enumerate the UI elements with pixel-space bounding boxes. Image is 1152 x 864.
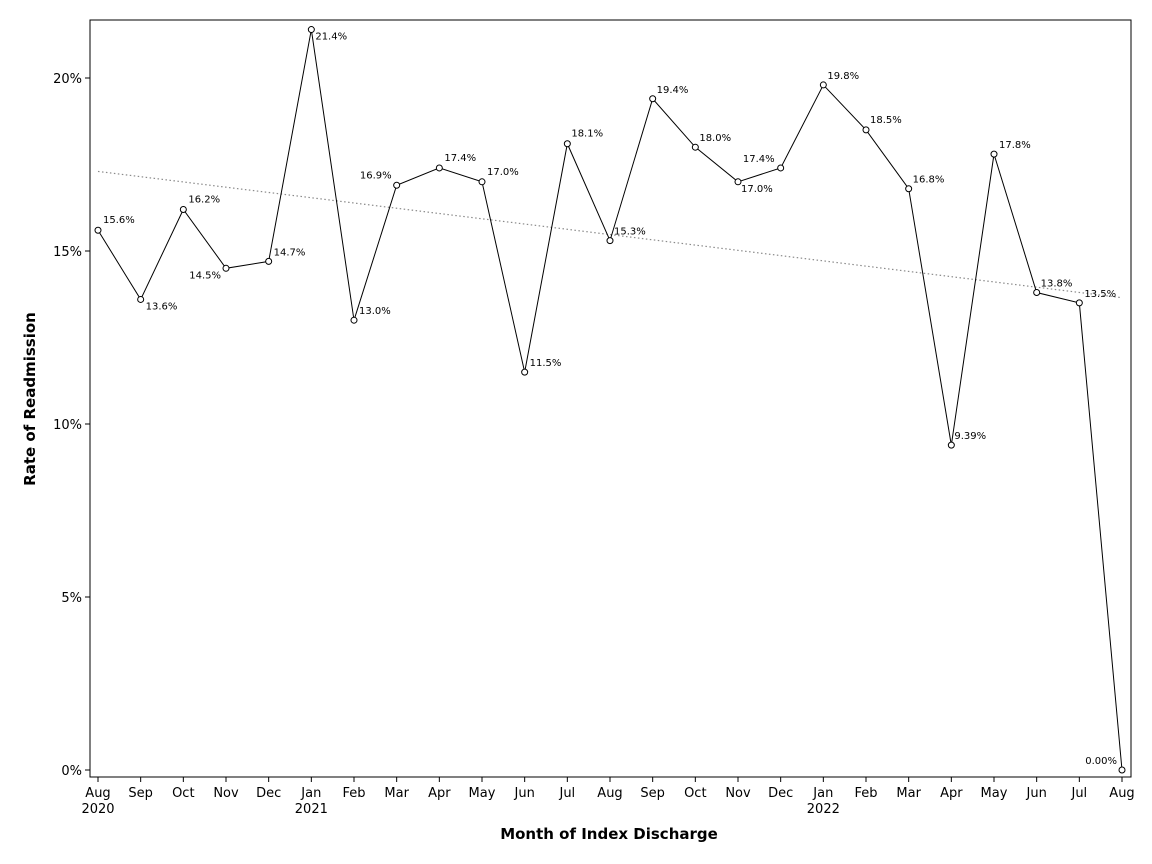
data-point xyxy=(435,164,443,172)
data-label: 19.8% xyxy=(827,71,859,82)
data-point xyxy=(94,226,102,234)
data-point xyxy=(947,441,955,449)
x-year-label: 2021 xyxy=(295,802,328,817)
data-point xyxy=(1033,289,1041,297)
x-tick-label: May xyxy=(981,786,1008,801)
data-point xyxy=(521,368,529,376)
x-tick-label: Nov xyxy=(213,786,239,801)
trend-line-group xyxy=(97,170,1123,299)
series-line xyxy=(97,29,1123,771)
y-axis: 0% 5% 10% 15% 20% xyxy=(53,72,90,779)
data-point xyxy=(478,178,486,186)
data-label: 18.5% xyxy=(870,115,902,126)
data-label: 16.9% xyxy=(360,170,392,181)
x-tick-label: Dec xyxy=(768,786,793,801)
data-label: 17.4% xyxy=(444,153,476,164)
x-tick-label: Apr xyxy=(428,786,451,801)
x-tick-label: Mar xyxy=(896,786,921,801)
data-point xyxy=(265,257,273,265)
x-tick-label: Jan xyxy=(812,786,833,801)
x-tick-label: Jul xyxy=(558,786,575,801)
x-tick-label: Jun xyxy=(1026,786,1047,801)
y-tick-label: 0% xyxy=(61,764,82,779)
data-label: 13.5% xyxy=(1084,289,1116,300)
data-label: 14.7% xyxy=(274,247,306,258)
data-point xyxy=(563,140,571,148)
data-point xyxy=(222,264,230,272)
y-tick-label: 15% xyxy=(53,245,82,260)
x-tick-label: Jun xyxy=(514,786,535,801)
data-point xyxy=(179,205,187,213)
data-point xyxy=(905,185,913,193)
x-tick-label: May xyxy=(469,786,496,801)
x-year-label: 2020 xyxy=(81,802,114,817)
x-tick-label: Feb xyxy=(854,786,877,801)
data-point xyxy=(691,143,699,151)
data-label: 13.0% xyxy=(359,306,391,317)
data-label: 16.2% xyxy=(188,194,220,205)
data-point xyxy=(734,178,742,186)
x-tick-label: Jan xyxy=(300,786,321,801)
x-tick-label: Nov xyxy=(725,786,751,801)
data-label: 17.8% xyxy=(999,140,1031,151)
x-tick-label: Apr xyxy=(940,786,963,801)
y-tick-label: 5% xyxy=(61,591,82,606)
x-axis-title: Month of Index Discharge xyxy=(500,825,718,843)
x-tick-label: Dec xyxy=(256,786,281,801)
x-tick-label: Oct xyxy=(172,786,194,801)
x-tick-label: Jul xyxy=(1070,786,1087,801)
data-label: 17.0% xyxy=(487,167,519,178)
data-label: 9.39% xyxy=(954,431,986,442)
data-point xyxy=(350,316,358,324)
y-axis-title: Rate of Readmission xyxy=(21,312,39,486)
data-point xyxy=(649,95,657,103)
trend-line xyxy=(97,170,1123,299)
plot-frame xyxy=(89,19,1132,778)
data-label: 15.3% xyxy=(614,227,646,238)
data-label: 13.8% xyxy=(1041,279,1073,290)
data-label: 18.0% xyxy=(699,133,731,144)
x-year-label: 2022 xyxy=(807,802,840,817)
x-tick-label: Feb xyxy=(342,786,365,801)
x-tick-label: Aug xyxy=(1109,786,1134,801)
data-point xyxy=(1075,299,1083,307)
series-group: 15.6% 13.6% 16.2% 14.5% 14.7% 21.4% 13.0% 16.9%… xyxy=(94,26,1126,774)
data-label: 14.5% xyxy=(189,270,221,281)
y-tick-label: 10% xyxy=(53,418,82,433)
data-point xyxy=(307,26,315,34)
x-tick-label: Sep xyxy=(640,786,665,801)
x-tick-label: Aug xyxy=(85,786,110,801)
data-point xyxy=(1118,766,1126,774)
data-label: 17.0% xyxy=(741,184,773,195)
data-label: 16.8% xyxy=(913,175,945,186)
x-tick-label: Oct xyxy=(684,786,706,801)
x-tick-label: Mar xyxy=(384,786,409,801)
data-label: 13.6% xyxy=(146,301,178,312)
data-label: 0.00% xyxy=(1085,756,1117,767)
data-point xyxy=(393,181,401,189)
data-label: 17.4% xyxy=(743,154,775,165)
data-label: 11.5% xyxy=(530,358,562,369)
data-point xyxy=(137,295,145,303)
data-label: 18.1% xyxy=(571,129,603,140)
data-label: 21.4% xyxy=(315,32,347,43)
y-tick-label: 20% xyxy=(53,72,82,87)
x-tick-label: Sep xyxy=(128,786,153,801)
data-point xyxy=(777,164,785,172)
x-tick-label: Aug xyxy=(597,786,622,801)
data-point xyxy=(862,126,870,134)
data-label: 19.4% xyxy=(657,85,689,96)
data-point xyxy=(990,150,998,158)
data-point xyxy=(819,81,827,89)
data-point xyxy=(606,237,614,245)
data-label: 15.6% xyxy=(103,215,135,226)
